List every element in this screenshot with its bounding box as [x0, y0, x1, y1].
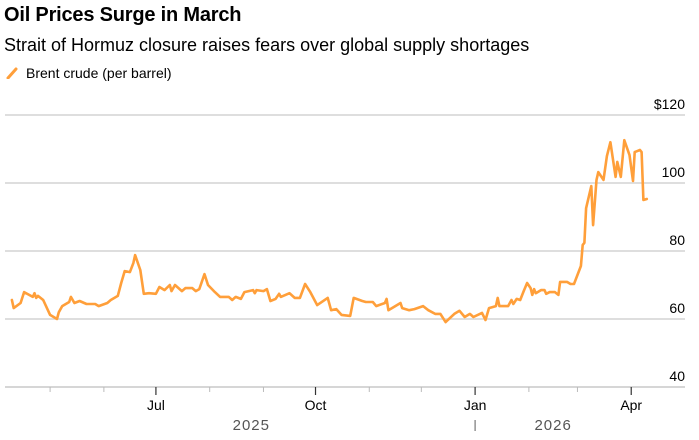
legend-line-icon — [6, 67, 18, 79]
chart-title: Oil Prices Surge in March — [4, 4, 242, 26]
y-tick-label: 60 — [669, 300, 685, 316]
x-tick-label: Apr — [620, 397, 642, 413]
y-tick-label: $120 — [654, 96, 685, 112]
year-label: 2026 — [534, 417, 571, 434]
legend: Brent crude (per barrel) — [6, 65, 172, 81]
y-tick-label: 40 — [669, 368, 685, 384]
y-tick-label: 100 — [662, 164, 686, 180]
chart-subtitle: Strait of Hormuz closure raises fears ov… — [4, 35, 530, 55]
x-tick-label: Jul — [147, 397, 165, 413]
x-tick-label: Oct — [305, 397, 327, 413]
x-tick-label: Jan — [464, 397, 487, 413]
series-line — [10, 138, 649, 324]
y-tick-label: 80 — [669, 232, 685, 248]
legend-label: Brent crude (per barrel) — [26, 65, 172, 81]
year-label: 2025 — [233, 417, 270, 434]
